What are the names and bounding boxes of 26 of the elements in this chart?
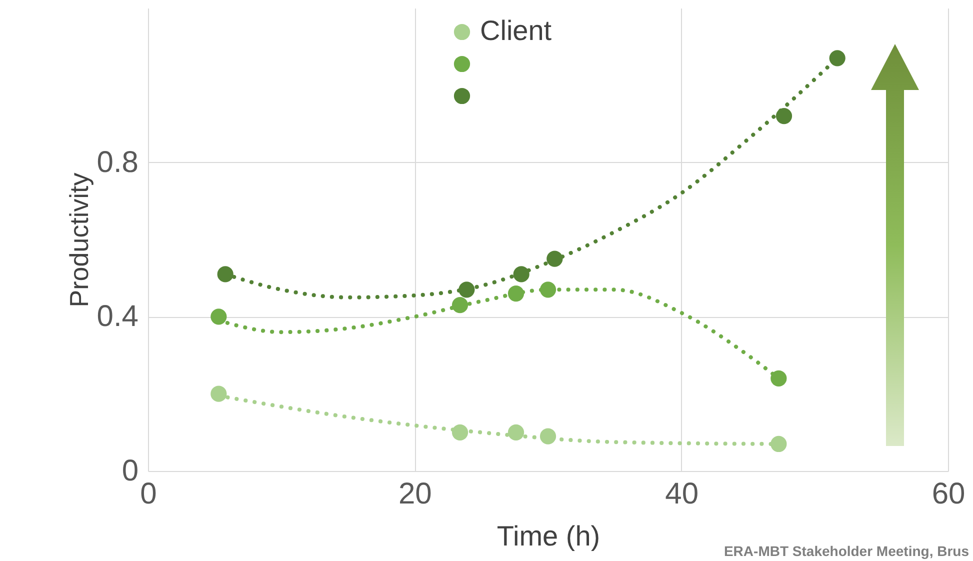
y-tick-label: 0: [122, 454, 138, 488]
point: [210, 386, 227, 402]
point: [513, 266, 530, 282]
x-tick-label: 40: [665, 478, 699, 510]
point: [829, 50, 846, 66]
point: [770, 370, 787, 386]
point: [458, 282, 475, 298]
point: [217, 266, 234, 282]
point: [210, 308, 227, 325]
point: [508, 285, 524, 302]
point: [770, 436, 787, 452]
point: [776, 108, 792, 124]
y-tick-label: 0.4: [96, 300, 138, 334]
text: ERA-MBT Stakeholder Meeting, Brus: [724, 543, 969, 559]
x-tick-label: 60: [932, 478, 966, 510]
x-axis-title: Time (h): [496, 520, 600, 552]
y-axis-title: Productivity: [64, 172, 94, 308]
x-tick-label: 20: [398, 478, 432, 510]
point: [452, 424, 468, 440]
point: [452, 297, 468, 314]
point: [540, 428, 556, 444]
point: [540, 282, 556, 298]
point: [508, 424, 524, 440]
y-tick-label: 0.8: [96, 146, 138, 179]
point: [546, 250, 563, 267]
legend-label: Client: [480, 15, 552, 46]
